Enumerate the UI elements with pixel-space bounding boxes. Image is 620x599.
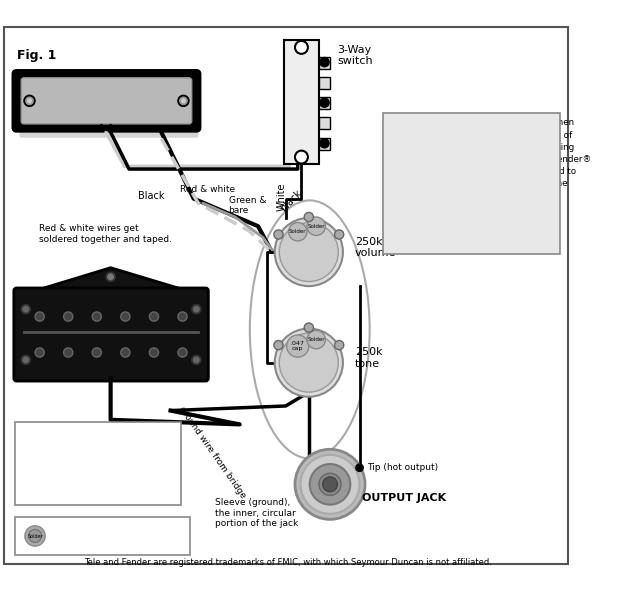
Text: 250k
tone: 250k tone	[355, 347, 383, 369]
Circle shape	[92, 312, 102, 321]
FancyBboxPatch shape	[15, 516, 190, 555]
Text: ground wire from bridge: ground wire from bridge	[177, 404, 247, 500]
Circle shape	[178, 312, 187, 321]
Circle shape	[149, 348, 159, 357]
Circle shape	[28, 99, 32, 102]
Circle shape	[64, 348, 73, 357]
Circle shape	[64, 312, 73, 321]
Text: If two pickups sound thin and wimpy when
used together, chances are, they're out: If two pickups sound thin and wimpy when…	[388, 119, 591, 200]
Circle shape	[23, 307, 29, 312]
Circle shape	[121, 348, 130, 357]
Text: Solder: Solder	[308, 337, 325, 342]
Circle shape	[320, 58, 329, 66]
Circle shape	[121, 312, 130, 321]
Text: Tele and Fender are registered trademarks of FMIC, with which Seymour Duncan is : Tele and Fender are registered trademark…	[84, 558, 492, 567]
Circle shape	[307, 331, 326, 349]
Bar	[319, 56, 330, 68]
Circle shape	[280, 333, 339, 392]
Circle shape	[178, 348, 187, 357]
Text: This wiring works for:
   Little '59
   Hot Rails
   Vintage Lead Stack
   Tele : This wiring works for: Little '59 Hot Ra…	[24, 429, 136, 501]
Circle shape	[25, 526, 45, 546]
Text: Solder: Solder	[289, 229, 306, 234]
FancyBboxPatch shape	[14, 288, 208, 381]
Bar	[319, 77, 330, 89]
Circle shape	[193, 357, 199, 362]
Text: Solder: Solder	[308, 223, 325, 229]
Circle shape	[304, 323, 314, 332]
Circle shape	[307, 217, 326, 235]
Text: .047
cap: .047 cap	[291, 341, 304, 352]
Text: Red & white wires get
soldered together and taped.: Red & white wires get soldered together …	[38, 225, 172, 244]
FancyBboxPatch shape	[21, 78, 192, 124]
Circle shape	[182, 99, 185, 102]
Circle shape	[275, 218, 343, 286]
Circle shape	[149, 312, 159, 321]
Text: black: black	[278, 187, 304, 213]
Bar	[319, 117, 330, 129]
Circle shape	[301, 455, 360, 514]
Circle shape	[192, 355, 201, 364]
Text: Black: Black	[138, 191, 165, 201]
Circle shape	[21, 304, 30, 314]
Bar	[319, 97, 330, 109]
Circle shape	[35, 312, 44, 321]
FancyBboxPatch shape	[19, 128, 198, 138]
Circle shape	[193, 307, 199, 312]
Text: Red & white: Red & white	[180, 185, 235, 194]
FancyBboxPatch shape	[13, 71, 200, 131]
Circle shape	[304, 213, 314, 222]
Circle shape	[335, 340, 343, 350]
Circle shape	[29, 530, 42, 543]
Circle shape	[295, 41, 308, 54]
Circle shape	[24, 95, 35, 107]
Circle shape	[192, 304, 201, 314]
Text: Green &
bare: Green & bare	[229, 196, 266, 215]
Circle shape	[106, 273, 115, 282]
Circle shape	[295, 449, 365, 519]
Circle shape	[178, 95, 189, 107]
Polygon shape	[35, 268, 187, 291]
Circle shape	[274, 340, 283, 350]
Circle shape	[92, 348, 102, 357]
Text: OUTPUT JACK: OUTPUT JACK	[362, 493, 446, 503]
Circle shape	[180, 97, 187, 105]
Circle shape	[310, 464, 350, 504]
Circle shape	[286, 335, 309, 357]
Text: Tip (hot output): Tip (hot output)	[367, 463, 438, 472]
Text: Fig. 1: Fig. 1	[17, 49, 56, 62]
Circle shape	[319, 473, 341, 495]
Circle shape	[21, 355, 30, 364]
Circle shape	[322, 477, 337, 492]
Text: Solder: Solder	[27, 534, 43, 539]
FancyBboxPatch shape	[15, 422, 180, 504]
Circle shape	[335, 230, 343, 239]
Bar	[319, 138, 330, 150]
Circle shape	[320, 98, 329, 107]
Circle shape	[275, 328, 343, 397]
Circle shape	[26, 97, 33, 105]
Text: 3-Way
switch: 3-Way switch	[337, 44, 373, 66]
Text: White: White	[277, 183, 287, 211]
Circle shape	[23, 357, 29, 362]
Circle shape	[320, 138, 329, 148]
Text: 250k
volume: 250k volume	[355, 237, 396, 258]
Circle shape	[280, 222, 339, 282]
Circle shape	[356, 464, 363, 471]
Text: = location for ground
  (earth) connections.: = location for ground (earth) connection…	[50, 524, 155, 547]
Circle shape	[274, 230, 283, 239]
Circle shape	[288, 222, 307, 241]
Circle shape	[35, 348, 44, 357]
Circle shape	[295, 150, 308, 164]
Text: Sleeve (ground),
the inner, circular
portion of the jack: Sleeve (ground), the inner, circular por…	[215, 498, 298, 528]
Bar	[284, 40, 319, 165]
FancyBboxPatch shape	[383, 113, 559, 254]
Circle shape	[108, 274, 113, 280]
